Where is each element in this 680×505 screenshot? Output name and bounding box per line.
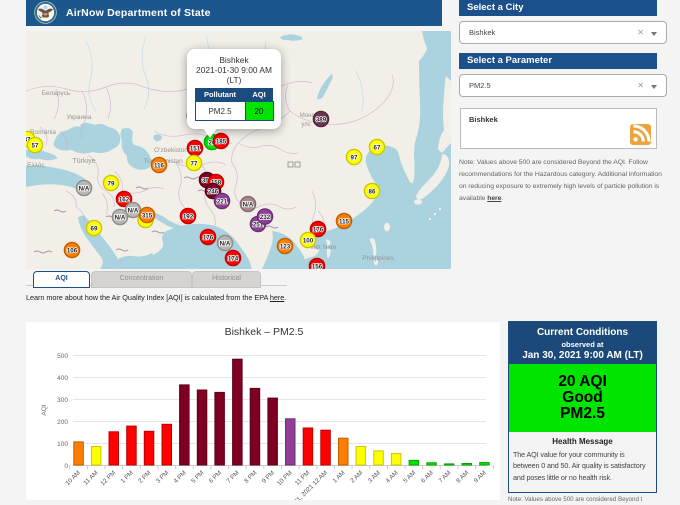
svg-text:57: 57 [32,143,39,150]
svg-text:AQI: AQI [41,404,48,415]
svg-text:Bishkek – PM2.5: Bishkek – PM2.5 [225,326,304,338]
svg-text:Монгол: Монгол [300,113,321,119]
svg-text:69: 69 [91,226,98,233]
svg-text:97: 97 [351,155,358,162]
svg-text:Беларусь: Беларусь [42,90,71,97]
svg-text:86: 86 [369,189,376,196]
svg-text:N/A: N/A [243,202,254,209]
svg-text:115: 115 [339,219,350,226]
svg-text:185: 185 [216,139,227,146]
svg-text:Philippines: Philippines [362,255,394,262]
svg-text:232: 232 [260,214,271,221]
svg-text:251: 251 [253,222,264,229]
svg-text:300: 300 [57,397,68,404]
svg-text:100: 100 [57,441,68,448]
svg-text:Việt Nam: Việt Nam [310,244,337,251]
svg-text:N/A: N/A [220,241,231,248]
svg-text:100: 100 [303,238,314,245]
svg-text:улс: улс [301,122,310,128]
svg-text:67: 67 [374,145,381,152]
svg-text:N/A: N/A [128,208,139,215]
svg-text:O‘zbekiston: O‘zbekiston [154,147,188,154]
svg-text:246: 246 [208,189,219,196]
svg-text:România: România [30,129,56,136]
svg-text:116: 116 [154,163,165,170]
svg-text:Ελλάς: Ελλάς [27,161,45,169]
svg-text:500: 500 [57,353,68,360]
svg-text:174: 174 [228,256,239,263]
svg-text:221: 221 [217,199,228,206]
svg-text:176: 176 [313,227,324,234]
svg-text:351: 351 [202,178,213,185]
svg-text:Украина: Украина [67,114,92,121]
svg-text:176: 176 [203,235,214,242]
svg-text:162: 162 [119,197,130,204]
svg-text:N/A: N/A [115,215,126,222]
svg-text:315: 315 [142,213,153,220]
svg-text:Türkiye: Türkiye [73,158,96,165]
svg-text:77: 77 [191,161,198,168]
svg-text:N/A: N/A [79,186,90,193]
svg-text:192: 192 [183,214,194,221]
svg-text:151: 151 [190,146,201,153]
svg-text:123: 123 [280,244,291,251]
svg-text:158: 158 [211,180,222,187]
svg-text:200: 200 [57,419,68,426]
svg-text:20: 20 [209,140,216,147]
svg-text:400: 400 [57,375,68,382]
svg-text:0: 0 [64,463,68,470]
svg-text:79: 79 [108,181,115,188]
svg-text:389: 389 [316,117,327,124]
svg-text:156: 156 [312,264,323,270]
svg-text:106: 106 [67,248,78,255]
